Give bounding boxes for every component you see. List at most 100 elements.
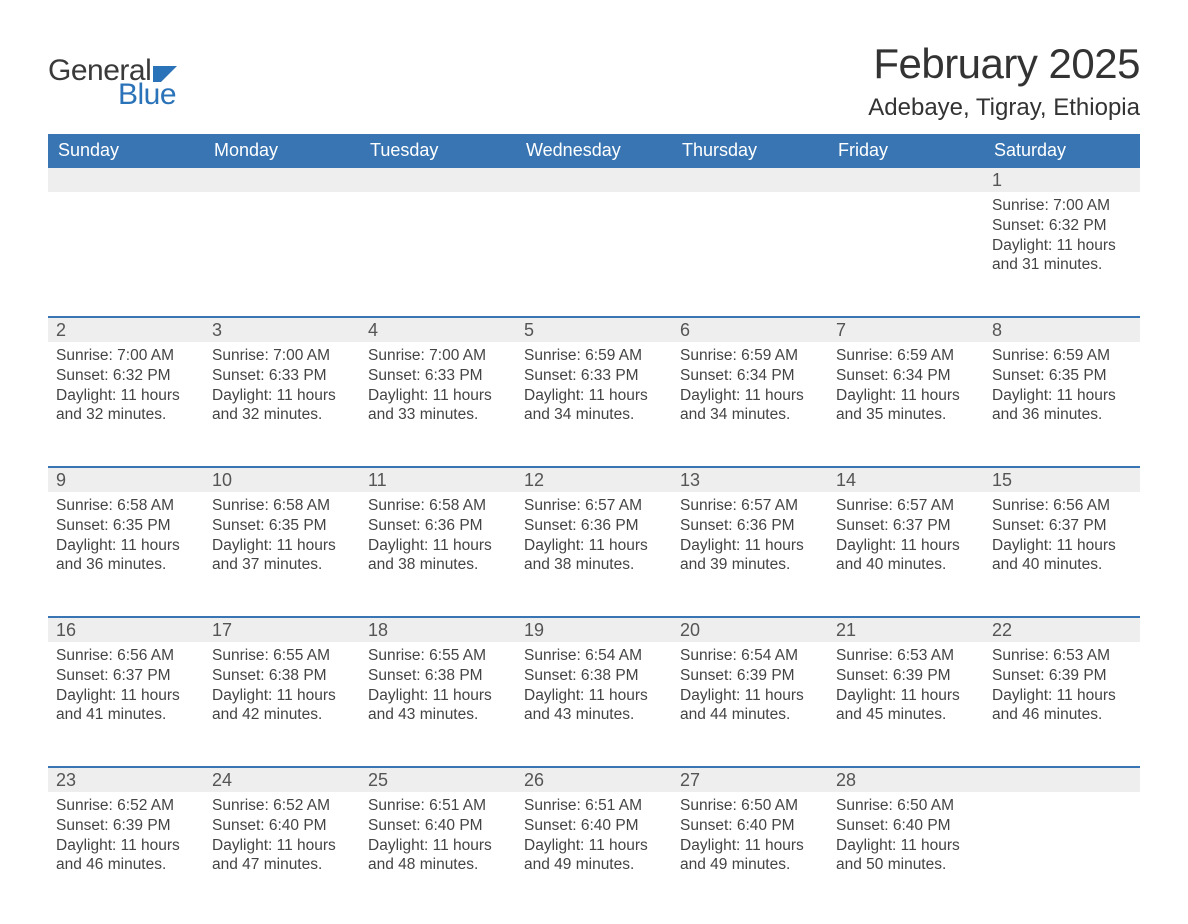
sunset-text: Sunset: 6:37 PM bbox=[56, 666, 196, 686]
sunset-text: Sunset: 6:38 PM bbox=[524, 666, 664, 686]
daylight-text: Daylight: 11 hours and 34 minutes. bbox=[680, 386, 820, 426]
day-body: Sunrise: 6:59 AMSunset: 6:33 PMDaylight:… bbox=[516, 342, 672, 434]
daylight-text: Daylight: 11 hours and 43 minutes. bbox=[524, 686, 664, 726]
weeks-container: 1Sunrise: 7:00 AMSunset: 6:32 PMDaylight… bbox=[48, 168, 1140, 884]
sunrise-text: Sunrise: 6:59 AM bbox=[992, 346, 1132, 366]
day-number bbox=[204, 168, 360, 192]
day-body: Sunrise: 6:52 AMSunset: 6:40 PMDaylight:… bbox=[204, 792, 360, 884]
day-number: 24 bbox=[204, 768, 360, 792]
day-body: Sunrise: 7:00 AMSunset: 6:33 PMDaylight:… bbox=[360, 342, 516, 434]
day-number: 8 bbox=[984, 318, 1140, 342]
brand-word2: Blue bbox=[118, 78, 176, 112]
daylight-text: Daylight: 11 hours and 32 minutes. bbox=[56, 386, 196, 426]
day-body bbox=[516, 192, 672, 284]
day-number: 18 bbox=[360, 618, 516, 642]
sunrise-text: Sunrise: 6:56 AM bbox=[992, 496, 1132, 516]
weekday-header-cell: Thursday bbox=[672, 134, 828, 168]
day-body: Sunrise: 6:59 AMSunset: 6:35 PMDaylight:… bbox=[984, 342, 1140, 434]
day-body: Sunrise: 6:53 AMSunset: 6:39 PMDaylight:… bbox=[828, 642, 984, 734]
day-number bbox=[48, 168, 204, 192]
sunset-text: Sunset: 6:36 PM bbox=[524, 516, 664, 536]
day-body: Sunrise: 6:54 AMSunset: 6:39 PMDaylight:… bbox=[672, 642, 828, 734]
sunrise-text: Sunrise: 6:53 AM bbox=[836, 646, 976, 666]
day-number bbox=[360, 168, 516, 192]
sunrise-text: Sunrise: 6:59 AM bbox=[680, 346, 820, 366]
day-number: 17 bbox=[204, 618, 360, 642]
sunset-text: Sunset: 6:35 PM bbox=[992, 366, 1132, 386]
day-number: 16 bbox=[48, 618, 204, 642]
day-body: Sunrise: 6:56 AMSunset: 6:37 PMDaylight:… bbox=[48, 642, 204, 734]
sunset-text: Sunset: 6:40 PM bbox=[212, 816, 352, 836]
sunrise-text: Sunrise: 6:59 AM bbox=[836, 346, 976, 366]
sunset-text: Sunset: 6:38 PM bbox=[212, 666, 352, 686]
day-body: Sunrise: 6:55 AMSunset: 6:38 PMDaylight:… bbox=[204, 642, 360, 734]
daylight-text: Daylight: 11 hours and 49 minutes. bbox=[680, 836, 820, 876]
sunset-text: Sunset: 6:38 PM bbox=[368, 666, 508, 686]
sunrise-text: Sunrise: 7:00 AM bbox=[368, 346, 508, 366]
day-body: Sunrise: 6:52 AMSunset: 6:39 PMDaylight:… bbox=[48, 792, 204, 884]
sunset-text: Sunset: 6:37 PM bbox=[836, 516, 976, 536]
sunset-text: Sunset: 6:39 PM bbox=[836, 666, 976, 686]
weekday-header-cell: Tuesday bbox=[360, 134, 516, 168]
sunset-text: Sunset: 6:36 PM bbox=[680, 516, 820, 536]
sunset-text: Sunset: 6:34 PM bbox=[680, 366, 820, 386]
daylight-text: Daylight: 11 hours and 46 minutes. bbox=[992, 686, 1132, 726]
day-number: 26 bbox=[516, 768, 672, 792]
sunset-text: Sunset: 6:33 PM bbox=[368, 366, 508, 386]
sunrise-text: Sunrise: 6:50 AM bbox=[836, 796, 976, 816]
day-body: Sunrise: 7:00 AMSunset: 6:33 PMDaylight:… bbox=[204, 342, 360, 434]
sunrise-text: Sunrise: 7:00 AM bbox=[992, 196, 1132, 216]
sunset-text: Sunset: 6:35 PM bbox=[56, 516, 196, 536]
day-number: 2 bbox=[48, 318, 204, 342]
day-number: 28 bbox=[828, 768, 984, 792]
day-body: Sunrise: 6:57 AMSunset: 6:36 PMDaylight:… bbox=[516, 492, 672, 584]
weekday-header-cell: Sunday bbox=[48, 134, 204, 168]
daylight-text: Daylight: 11 hours and 37 minutes. bbox=[212, 536, 352, 576]
day-body: Sunrise: 7:00 AMSunset: 6:32 PMDaylight:… bbox=[984, 192, 1140, 284]
sunrise-text: Sunrise: 6:58 AM bbox=[368, 496, 508, 516]
day-body: Sunrise: 6:50 AMSunset: 6:40 PMDaylight:… bbox=[672, 792, 828, 884]
day-body bbox=[204, 192, 360, 284]
day-number: 6 bbox=[672, 318, 828, 342]
day-body: Sunrise: 7:00 AMSunset: 6:32 PMDaylight:… bbox=[48, 342, 204, 434]
day-body: Sunrise: 6:50 AMSunset: 6:40 PMDaylight:… bbox=[828, 792, 984, 884]
sunrise-text: Sunrise: 6:52 AM bbox=[212, 796, 352, 816]
sunrise-text: Sunrise: 6:52 AM bbox=[56, 796, 196, 816]
daylight-text: Daylight: 11 hours and 33 minutes. bbox=[368, 386, 508, 426]
weekday-header-cell: Monday bbox=[204, 134, 360, 168]
sunset-text: Sunset: 6:40 PM bbox=[680, 816, 820, 836]
calendar: SundayMondayTuesdayWednesdayThursdayFrid… bbox=[48, 134, 1140, 884]
sunset-text: Sunset: 6:32 PM bbox=[992, 216, 1132, 236]
sunset-text: Sunset: 6:40 PM bbox=[368, 816, 508, 836]
day-body: Sunrise: 6:57 AMSunset: 6:37 PMDaylight:… bbox=[828, 492, 984, 584]
sunset-text: Sunset: 6:40 PM bbox=[524, 816, 664, 836]
weekday-header-cell: Friday bbox=[828, 134, 984, 168]
daylight-text: Daylight: 11 hours and 36 minutes. bbox=[992, 386, 1132, 426]
calendar-week: 2345678Sunrise: 7:00 AMSunset: 6:32 PMDa… bbox=[48, 316, 1140, 434]
daylight-text: Daylight: 11 hours and 38 minutes. bbox=[368, 536, 508, 576]
daylight-text: Daylight: 11 hours and 45 minutes. bbox=[836, 686, 976, 726]
sunrise-text: Sunrise: 6:53 AM bbox=[992, 646, 1132, 666]
sunrise-text: Sunrise: 6:56 AM bbox=[56, 646, 196, 666]
day-number: 9 bbox=[48, 468, 204, 492]
sunset-text: Sunset: 6:35 PM bbox=[212, 516, 352, 536]
sunrise-text: Sunrise: 6:57 AM bbox=[680, 496, 820, 516]
day-number: 11 bbox=[360, 468, 516, 492]
day-number bbox=[672, 168, 828, 192]
sunset-text: Sunset: 6:39 PM bbox=[992, 666, 1132, 686]
day-body bbox=[48, 192, 204, 284]
calendar-week: 16171819202122Sunrise: 6:56 AMSunset: 6:… bbox=[48, 616, 1140, 734]
daylight-text: Daylight: 11 hours and 44 minutes. bbox=[680, 686, 820, 726]
day-number: 25 bbox=[360, 768, 516, 792]
day-body bbox=[672, 192, 828, 284]
sunrise-text: Sunrise: 6:50 AM bbox=[680, 796, 820, 816]
daylight-text: Daylight: 11 hours and 46 minutes. bbox=[56, 836, 196, 876]
day-body: Sunrise: 6:57 AMSunset: 6:36 PMDaylight:… bbox=[672, 492, 828, 584]
day-number: 10 bbox=[204, 468, 360, 492]
day-body: Sunrise: 6:58 AMSunset: 6:35 PMDaylight:… bbox=[48, 492, 204, 584]
sunrise-text: Sunrise: 6:54 AM bbox=[680, 646, 820, 666]
day-number: 21 bbox=[828, 618, 984, 642]
calendar-week: 9101112131415Sunrise: 6:58 AMSunset: 6:3… bbox=[48, 466, 1140, 584]
daylight-text: Daylight: 11 hours and 48 minutes. bbox=[368, 836, 508, 876]
day-number: 1 bbox=[984, 168, 1140, 192]
